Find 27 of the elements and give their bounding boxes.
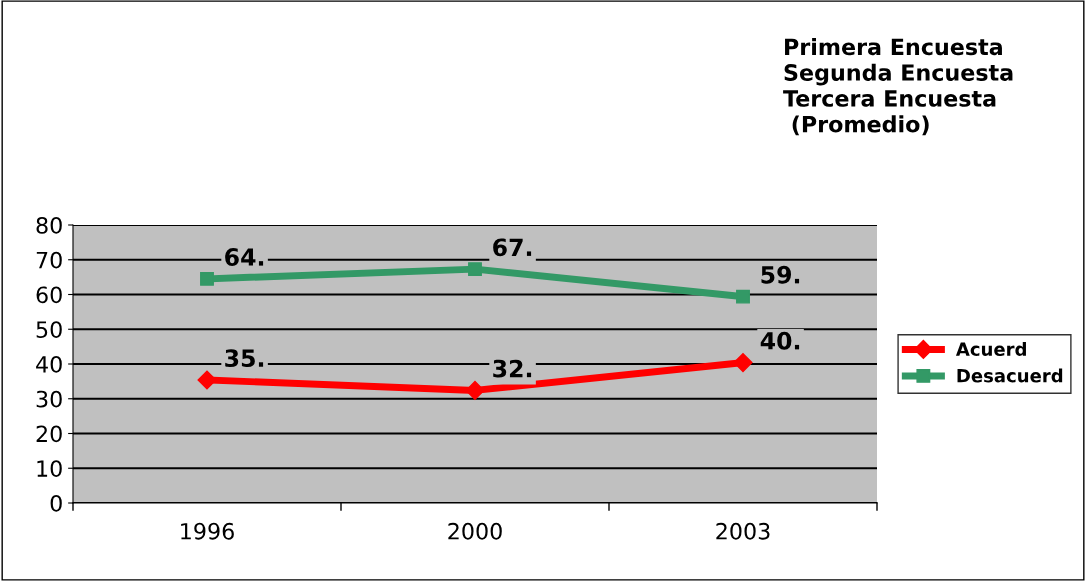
point	[197, 370, 217, 390]
point	[200, 271, 214, 286]
point	[736, 289, 750, 304]
y-tick-label: 70	[36, 251, 62, 269]
data-label: 59.	[761, 265, 800, 284]
data-label: 35.	[225, 349, 264, 368]
x-tick-label: 1996	[181, 522, 234, 540]
point	[465, 380, 485, 400]
data-label: 32.	[493, 359, 532, 378]
data-label: 40.	[760, 331, 800, 350]
y-tick-label: 40	[36, 355, 62, 373]
x-tick-label: 2000	[448, 522, 502, 540]
data-label: 64.	[225, 248, 264, 266]
y-tick-label: 0	[50, 494, 62, 512]
y-tick-label: 80	[36, 216, 62, 234]
legend-label: Acuerd	[955, 342, 1026, 356]
y-tick-label: 30	[36, 390, 62, 408]
point	[733, 353, 753, 373]
y-tick-label: 50	[36, 321, 62, 339]
legend-label: Desacuerd	[957, 368, 1063, 383]
point	[468, 262, 482, 277]
y-tick-label: 20	[36, 425, 62, 443]
y-tick-label: 60	[36, 286, 62, 304]
x-tick-label: 2003	[716, 522, 770, 540]
data-label: 67.	[493, 238, 532, 257]
y-tick-label: 10	[37, 460, 62, 478]
chart-title: Primera Encuesta Segunda Encuesta Tercera Encuesta (Promedio)	[783, 38, 1013, 136]
